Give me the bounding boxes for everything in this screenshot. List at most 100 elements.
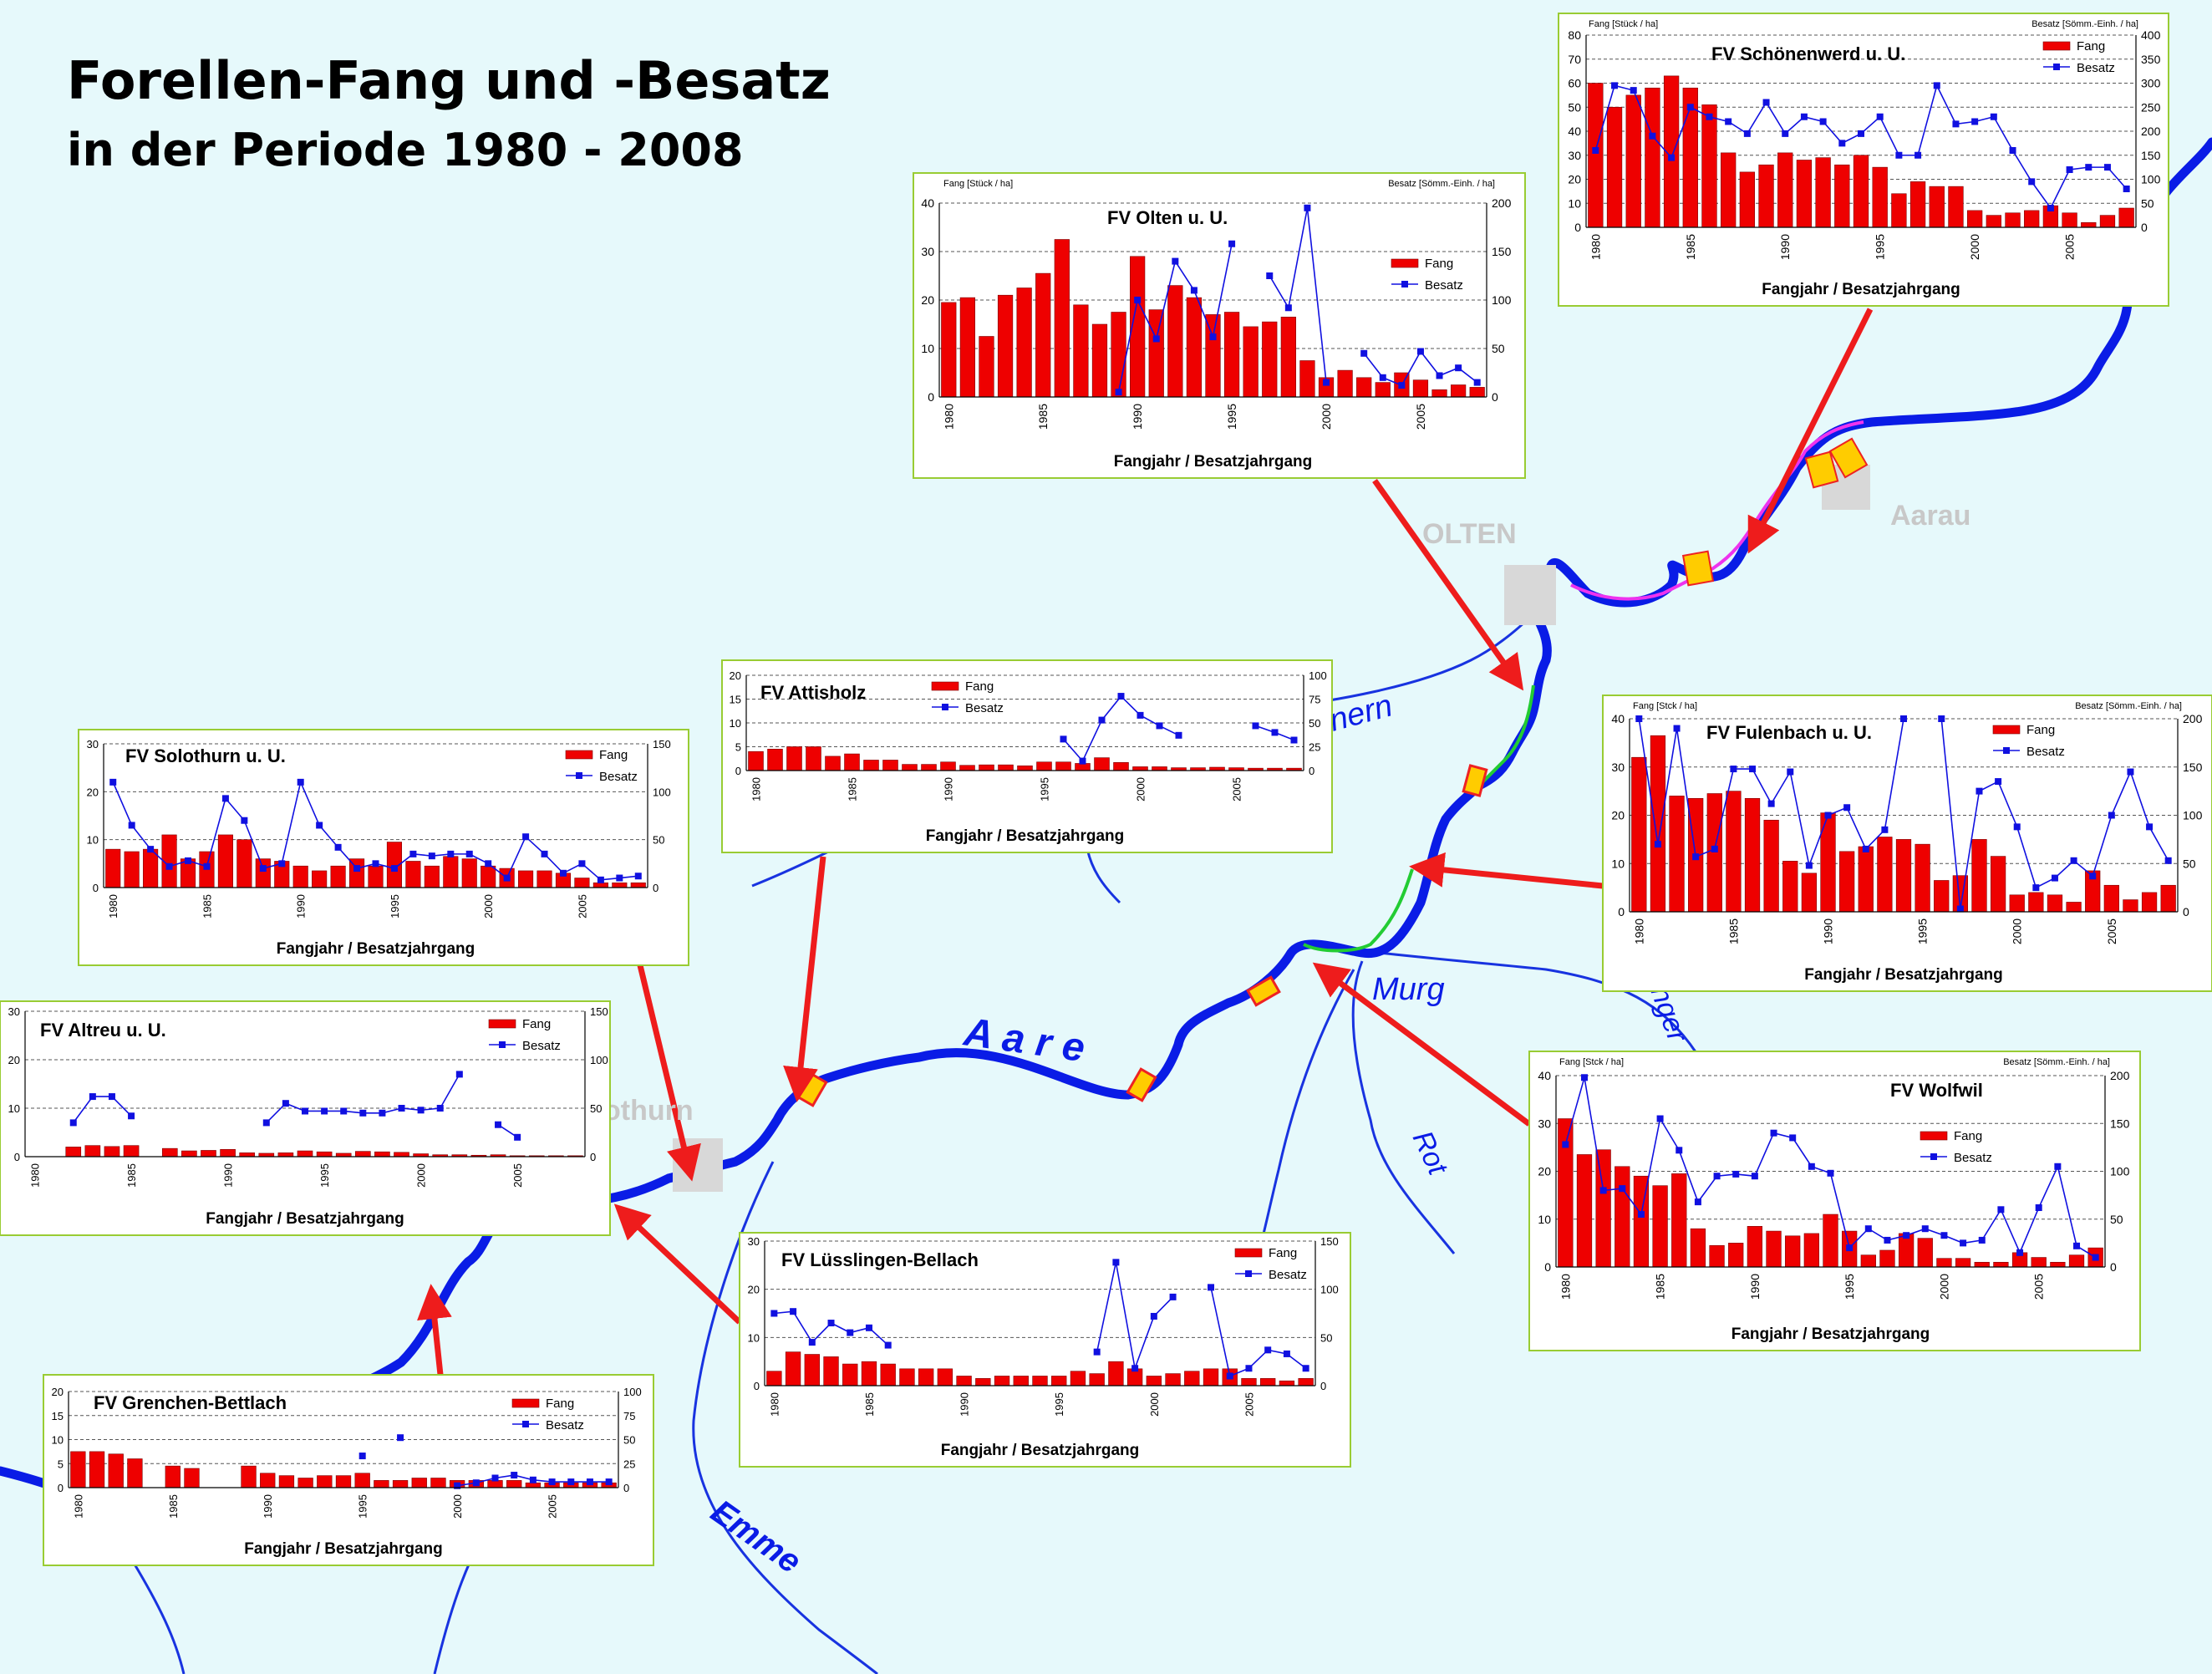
legend-besatz-label: Besatz [2026, 745, 2065, 759]
point-besatz [597, 876, 604, 883]
tick-x: 2005 [2032, 1274, 2046, 1300]
legend-fang-label: Fang [599, 748, 628, 762]
point-besatz [1117, 693, 1125, 700]
x-axis-label: Fangjahr / Besatzjahrgang [926, 827, 1125, 845]
point-besatz [605, 1478, 613, 1486]
tick-x: 2005 [547, 1494, 559, 1519]
legend-besatz-label: Besatz [965, 701, 1004, 715]
bar-fang [277, 1152, 294, 1158]
tick-x: 1990 [959, 1392, 971, 1417]
bar-fang [1558, 1118, 1574, 1268]
point-besatz [616, 874, 623, 882]
point-besatz [316, 822, 323, 829]
bar-fang [880, 1363, 896, 1387]
tick-x: 2005 [2063, 234, 2077, 260]
point-besatz [447, 850, 455, 857]
point-besatz [1730, 766, 1737, 773]
bar-fang [1094, 757, 1110, 771]
bar-fang [1909, 181, 1926, 228]
legend-fang-label: Fang [2026, 723, 2055, 737]
bar-fang [392, 1480, 409, 1488]
point-besatz [1876, 113, 1884, 120]
point-besatz [1649, 132, 1656, 140]
point-besatz [485, 860, 492, 868]
tick-right: 0 [1320, 1380, 1326, 1392]
point-besatz [1895, 151, 1903, 159]
tick-x: 1985 [167, 1494, 180, 1519]
tick-right: 400 [2141, 28, 2161, 42]
bar-fang [525, 1482, 542, 1488]
bar-fang [1036, 761, 1052, 771]
point-besatz [1694, 1198, 1701, 1206]
point-besatz [2009, 147, 2016, 154]
bar-fang [297, 1150, 313, 1158]
arrow-wolfwil [1312, 962, 1532, 1127]
bar-fang [1625, 94, 1641, 228]
bar-fang [1167, 285, 1183, 398]
tick-x: 2000 [482, 894, 495, 918]
point-besatz [2054, 1163, 2062, 1170]
bar-fang [258, 1152, 275, 1158]
bar-fang [748, 751, 764, 771]
chart-title: FV Schönenwerd u. U. [1711, 43, 1905, 64]
tick-right: 25 [623, 1458, 635, 1470]
point-besatz [1379, 374, 1386, 381]
tick-right: 75 [623, 1410, 635, 1422]
point-besatz [586, 1478, 593, 1486]
bar-fang [1834, 164, 1850, 228]
point-besatz [2032, 884, 2040, 892]
bar-fang [1671, 1173, 1687, 1268]
bar-fang [1089, 1373, 1105, 1387]
bar-fang [104, 1146, 120, 1158]
bar-fang [902, 764, 918, 771]
point-besatz [1115, 389, 1122, 396]
point-besatz [884, 1341, 892, 1349]
tick-left: 0 [754, 1380, 760, 1392]
point-besatz [522, 833, 530, 841]
x-axis-label: Fangjahr / Besatzjahrgang [1114, 453, 1313, 471]
bar-fang [443, 856, 459, 888]
point-besatz [2047, 205, 2054, 211]
point-besatz [1843, 804, 1851, 812]
bar-fang [823, 1356, 839, 1387]
bar-fang [863, 760, 879, 771]
page-title: Forellen-Fang und -Besatz [67, 50, 831, 111]
bar-fang [1993, 1261, 2009, 1268]
x-axis-label: Fangjahr / Besatzjahrgang [1804, 966, 2003, 984]
point-besatz [353, 865, 361, 873]
bar-fang [1108, 1361, 1124, 1387]
bar-fang [1186, 297, 1203, 398]
x-axis-label: Fangjahr / Besatzjahrgang [206, 1210, 404, 1228]
tick-right: 350 [2141, 53, 2161, 66]
tick-x: 1980 [72, 1494, 84, 1519]
bar-fang [959, 297, 975, 398]
tick-left: 30 [87, 738, 99, 751]
point-besatz [1900, 715, 1907, 722]
tick-right: 0 [653, 882, 659, 894]
point-besatz [278, 860, 286, 868]
point-besatz [1150, 1312, 1157, 1320]
bar-fang [2047, 894, 2063, 913]
tick-x: 2000 [451, 1494, 464, 1519]
bar-fang [1111, 312, 1126, 398]
tick-x: 1990 [1778, 234, 1792, 260]
bar-fang [1184, 1371, 1200, 1387]
point-besatz [2051, 874, 2058, 882]
label-olten: OLTEN [1422, 518, 1517, 550]
bar-fang [1299, 360, 1315, 398]
bar-fang [1701, 104, 1717, 228]
bar-fang [1777, 152, 1793, 228]
chart-title: FV Olten u. U. [1107, 207, 1228, 228]
point-besatz [1630, 87, 1637, 94]
y-axis-label-right: Besatz [Sömm.-Einh. / ha] [2075, 701, 2182, 711]
point-besatz [1940, 1232, 1948, 1239]
point-besatz [1971, 118, 1979, 125]
point-besatz [358, 1453, 366, 1460]
point-besatz [372, 860, 379, 868]
bar-fang [430, 1478, 446, 1488]
point-besatz [465, 850, 473, 857]
point-besatz [1782, 130, 1789, 137]
bar-fang [411, 1478, 427, 1488]
tick-left: 40 [1611, 712, 1625, 725]
tributary-emme [692, 1161, 878, 1674]
